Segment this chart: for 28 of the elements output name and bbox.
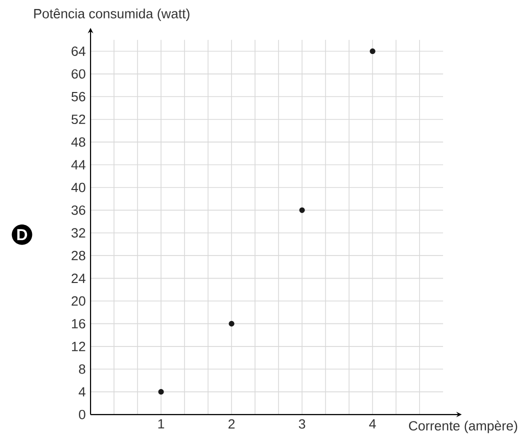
- y-tick-label: 36: [71, 206, 86, 216]
- y-tick-label: 60: [72, 69, 86, 79]
- y-tick-label: 20: [72, 296, 86, 306]
- x-tick-label: 2: [228, 419, 235, 429]
- point: [370, 48, 376, 54]
- x-tick-label: 1: [158, 419, 164, 429]
- y-tick-label: 0: [78, 410, 86, 420]
- point: [228, 321, 234, 327]
- y-tick-label: 52: [72, 114, 86, 124]
- y-tick-label: 32: [71, 228, 86, 238]
- y-tick-label: 40: [71, 182, 86, 192]
- y-tick-label: 4: [78, 387, 86, 397]
- y-tick-label: 8: [78, 364, 86, 374]
- point: [158, 389, 164, 395]
- y-tick-label: 56: [72, 92, 86, 102]
- y-tick-label: 28: [72, 251, 86, 260]
- y-tick-label: 48: [71, 138, 86, 147]
- y-tick-label: 16: [72, 319, 86, 329]
- y-axis-title: Potência consumida (watt): [34, 8, 190, 22]
- x-axis-title: Corrente (ampère): [409, 420, 518, 434]
- x-tick-label: 4: [369, 419, 376, 429]
- y-tick-label: 12: [72, 342, 86, 352]
- y-tick-label: 44: [71, 160, 86, 170]
- point: [299, 208, 305, 214]
- y-tick-label: 24: [72, 274, 86, 284]
- text: D: [17, 229, 28, 240]
- x-tick-label: 3: [298, 419, 306, 429]
- y-tick-label: 64: [72, 46, 86, 56]
